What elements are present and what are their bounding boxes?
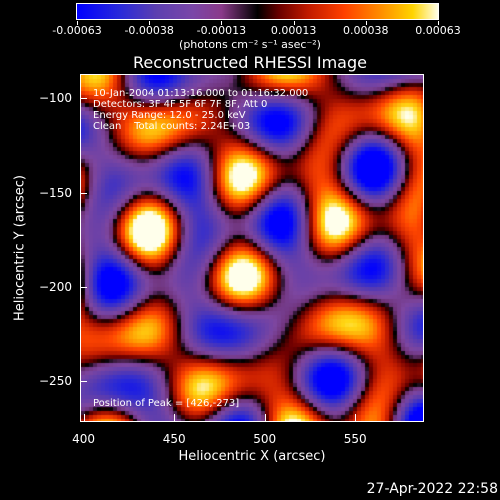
colorbar-tick-label: -0.00013 xyxy=(196,24,247,37)
colorbar-tick xyxy=(221,21,223,25)
colorbar-tick xyxy=(293,21,295,25)
info-energy: Energy Range: 12.0 - 25.0 keV xyxy=(93,110,246,121)
colorbar-tick xyxy=(365,21,367,25)
x-tick-label: 500 xyxy=(253,432,277,446)
colorbar-tick xyxy=(438,21,439,25)
x-tick xyxy=(174,414,176,421)
heatmap-image xyxy=(81,75,423,421)
colorbar-tick-label: -0.00063 xyxy=(52,24,102,37)
y-tick-label: −150 xyxy=(39,185,72,200)
y-axis-title: Heliocentric Y (arcsec) xyxy=(12,175,28,321)
x-axis-title: Heliocentric X (arcsec) xyxy=(178,449,326,464)
y-tick-label: −100 xyxy=(39,91,72,106)
plot-area: 10-Jan-2004 01:13:16.000 to 01:16:32.000… xyxy=(80,74,424,422)
colorbar-unit: (photons cm⁻² s⁻¹ asec⁻²) xyxy=(179,38,321,51)
y-tick xyxy=(80,98,87,100)
x-tick-label: 400 xyxy=(72,432,96,446)
info-time: 10-Jan-2004 01:13:16.000 to 01:16:32.000 xyxy=(93,88,309,99)
y-tick xyxy=(80,380,87,382)
colorbar-tick-label: 0.00063 xyxy=(415,24,461,37)
timestamp: 27-Apr-2022 22:58 xyxy=(366,481,498,497)
y-tick xyxy=(80,286,87,288)
info-detectors: Detectors: 3F 4F 5F 6F 7F 8F, Att 0 xyxy=(93,99,268,110)
x-tick-label: 550 xyxy=(343,432,367,446)
peak-position: Position of Peak = [426,-273] xyxy=(93,398,240,409)
colorbar-tick-label: -0.00038 xyxy=(124,24,174,37)
info-counts: Clean Total counts: 2.24E+03 xyxy=(93,121,251,132)
chart-title: Reconstructed RHESSI Image xyxy=(133,53,367,72)
x-tick xyxy=(264,414,266,421)
colorbar-tick xyxy=(77,21,78,25)
y-tick-label: −250 xyxy=(39,373,72,388)
colorbar xyxy=(76,3,439,20)
y-tick xyxy=(80,192,87,194)
x-tick xyxy=(83,414,85,421)
x-tick-label: 450 xyxy=(162,432,186,446)
colorbar-tick-label: 0.00013 xyxy=(270,24,317,37)
y-tick-label: −200 xyxy=(39,279,72,294)
colorbar-tick-label: 0.00038 xyxy=(343,24,389,37)
x-tick xyxy=(355,414,357,421)
colorbar-tick xyxy=(149,21,151,25)
